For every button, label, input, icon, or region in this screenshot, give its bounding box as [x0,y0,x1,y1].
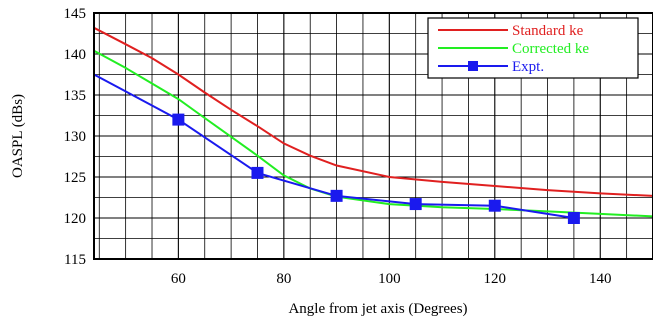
y-tick-label: 135 [64,88,87,104]
x-axis-ticks: 60 80 100 120 140 [171,271,612,287]
data-point-marker [488,199,501,212]
data-point-marker [409,198,422,211]
y-tick-label: 120 [64,211,87,227]
y-axis-title: OASPL (dBs) [10,94,26,178]
y-axis-ticks: 115 120 125 130 135 140 145 [64,6,87,268]
series-line [93,26,653,197]
y-tick-label: 145 [64,6,87,22]
data-point-marker [567,212,580,224]
x-tick-label: 120 [484,271,507,287]
x-axis-title: Angle from jet axis (Degrees) [288,301,467,317]
data-point-marker [251,166,264,179]
x-tick-label: 100 [378,271,401,287]
legend: Standard ke Corrected ke Expt. [427,17,639,79]
legend-label: Standard ke [512,23,584,39]
plot-frame [93,12,653,260]
x-tick-label: 60 [171,271,186,287]
x-tick-label: 80 [276,271,291,287]
y-tick-label: 140 [64,47,87,63]
y-tick-label: 130 [64,129,87,145]
legend-label: Expt. [512,59,544,75]
y-tick-label: 115 [64,252,86,268]
data-point-marker [330,189,343,202]
data-point-marker [172,113,185,126]
x-tick-label: 140 [589,271,612,287]
series-layer [93,26,653,224]
y-tick-label: 125 [64,170,87,186]
legend-marker [468,61,478,71]
legend-label: Corrected ke [512,41,589,57]
